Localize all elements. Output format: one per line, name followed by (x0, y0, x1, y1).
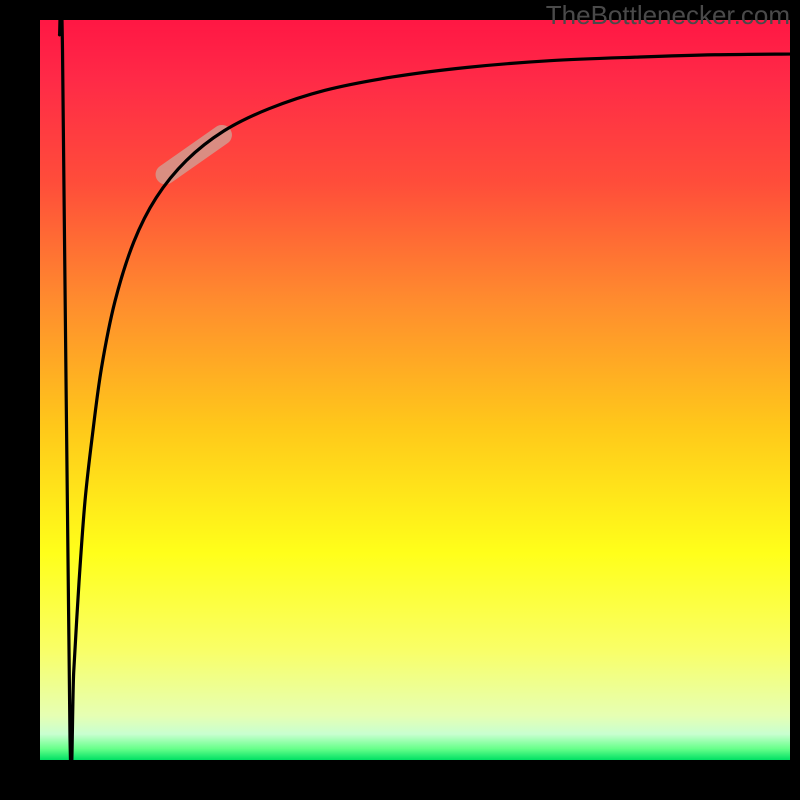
attribution-label: TheBottlenecker.com (546, 0, 790, 31)
gradient-plot-area (40, 20, 790, 760)
chart-container: TheBottlenecker.com (0, 0, 800, 800)
